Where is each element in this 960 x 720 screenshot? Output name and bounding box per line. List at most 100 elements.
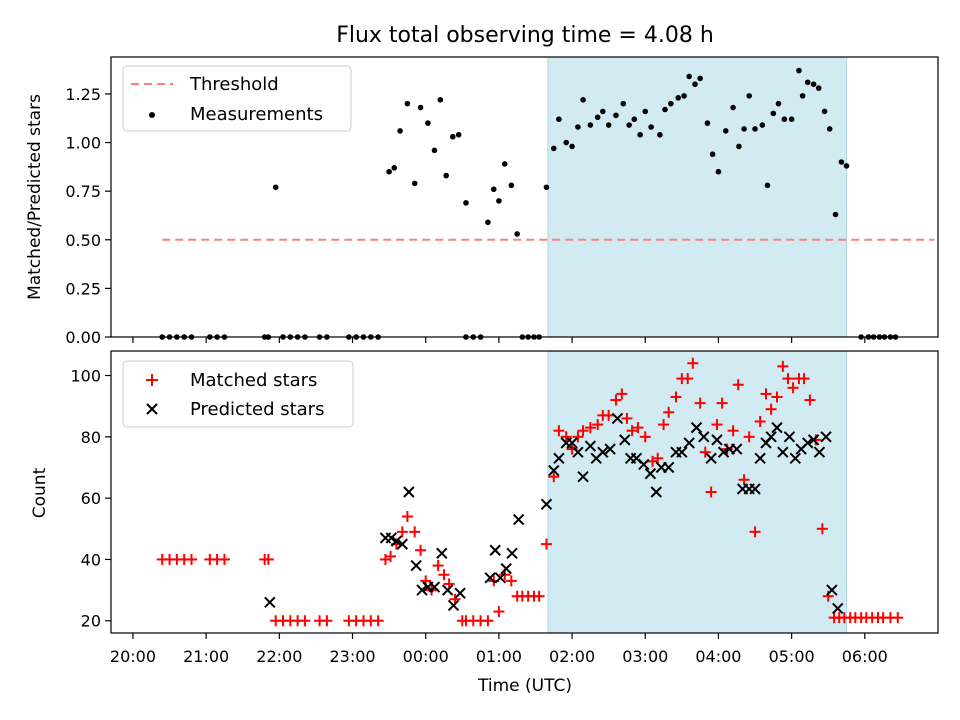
bottom-plot-frame xyxy=(110,350,939,634)
matched-star-marker xyxy=(299,615,311,627)
matched-star-marker xyxy=(738,474,750,486)
measurement-point xyxy=(759,122,766,128)
measurement-point xyxy=(704,120,711,126)
y-tick-label: 80 xyxy=(81,428,101,447)
matched-star-marker xyxy=(540,538,552,550)
matched-star-marker xyxy=(743,431,755,443)
predicted-star-marker xyxy=(597,446,609,458)
measurement-point xyxy=(556,116,562,123)
predicted-star-marker xyxy=(572,446,584,458)
predicted-star-marker xyxy=(676,446,688,458)
measurement-point xyxy=(605,122,612,128)
predicted-star-marker xyxy=(489,544,501,556)
matched-star-marker xyxy=(432,560,444,572)
x-tick-label: 01:00 xyxy=(476,647,522,666)
matched-star-marker xyxy=(663,406,675,418)
predicted-star-marker xyxy=(813,446,826,458)
matched-star-marker xyxy=(577,425,589,437)
x-axis-label: Time (UTC) xyxy=(477,676,572,696)
predicted-star-marker xyxy=(566,437,578,449)
measurement-point xyxy=(449,133,456,140)
y-tick-label: 60 xyxy=(81,489,101,508)
matched-star-marker xyxy=(218,553,230,565)
legend-measurements-label: Measurements xyxy=(190,104,323,125)
matched-star-marker xyxy=(694,397,706,409)
measurement-point xyxy=(781,116,788,123)
predicted-star-marker xyxy=(644,467,657,480)
top-y-axis-label: Matched/Predicted stars xyxy=(25,94,45,300)
predicted-star-marker xyxy=(765,431,777,443)
matched-star-marker xyxy=(401,511,413,523)
predicted-star-marker xyxy=(683,437,695,449)
predicted-star-marker xyxy=(662,461,675,474)
matched-star-marker xyxy=(777,360,789,372)
matched-star-marker xyxy=(782,373,794,385)
measurement-point xyxy=(715,168,722,175)
legend-predicted-swatch xyxy=(146,403,158,415)
measurement-point xyxy=(501,161,508,167)
predicted-star-marker xyxy=(484,572,496,584)
predicted-star-marker xyxy=(436,547,448,560)
measurement-point xyxy=(764,182,771,189)
predicted-star-marker xyxy=(638,458,650,471)
legend-matched-swatch xyxy=(146,374,158,386)
matched-star-marker xyxy=(727,425,739,437)
y-tick-label: 0.25 xyxy=(65,279,101,298)
matched-star-marker xyxy=(626,425,638,437)
measurement-point xyxy=(386,168,392,175)
measurement-point xyxy=(746,93,752,99)
measurement-point xyxy=(799,93,806,99)
matched-star-marker xyxy=(798,373,810,385)
measurement-point xyxy=(692,81,698,88)
predicted-star-marker xyxy=(754,452,766,464)
matched-star-marker xyxy=(749,526,761,538)
matched-star-marker xyxy=(262,553,274,565)
y-tick-label: 0.75 xyxy=(65,182,101,201)
measurement-point xyxy=(569,143,575,150)
predicted-star-marker xyxy=(390,535,403,547)
measurement-point xyxy=(668,100,674,107)
measurement-point xyxy=(550,145,557,152)
matched-star-marker xyxy=(560,431,572,443)
predicted-star-marker xyxy=(771,421,783,434)
matched-star-marker xyxy=(754,416,766,427)
x-tick-label: 20:00 xyxy=(110,647,156,666)
matched-star-marker xyxy=(639,431,651,443)
measurement-point xyxy=(657,131,663,138)
measurement-point xyxy=(587,122,594,128)
measurement-point xyxy=(815,85,822,91)
matched-star-marker xyxy=(482,615,494,627)
bottom-legend: Matched stars Predicted stars xyxy=(122,360,354,428)
y-tick-label: 20 xyxy=(81,612,101,631)
measurement-point xyxy=(543,184,550,191)
bottom-observing-window-shade xyxy=(547,350,848,634)
measurement-point xyxy=(843,163,850,169)
bottom-x-axis: 20:00 21:00 22:00 23:00 00:00 01:00 02:00 03:00… xyxy=(110,633,888,666)
matched-star-marker xyxy=(415,544,427,556)
measurement-point xyxy=(575,124,581,130)
measurement-point xyxy=(697,75,703,82)
matched-star-marker xyxy=(705,486,717,498)
measurement-point xyxy=(662,106,668,113)
measurement-point xyxy=(681,93,687,99)
matched-star-marker xyxy=(804,394,816,406)
measurement-point xyxy=(804,79,811,86)
x-tick-label: 21:00 xyxy=(183,647,229,666)
matched-star-marker xyxy=(505,575,517,587)
predicted-star-marker xyxy=(777,446,789,458)
matched-star-marker xyxy=(621,412,633,424)
predicted-star-marker xyxy=(584,440,597,452)
measurement-point xyxy=(642,108,649,115)
measurement-point xyxy=(417,104,424,111)
measurement-point xyxy=(411,180,418,187)
legend-threshold-label: Threshold xyxy=(189,74,279,95)
bottom-y-axis-label: Count xyxy=(30,467,50,518)
predicted-star-marker xyxy=(428,581,441,593)
predicted-star-marker xyxy=(494,572,507,584)
measurement-point xyxy=(770,110,777,117)
matched-star-marker xyxy=(592,419,604,431)
measurement-point xyxy=(631,116,638,123)
measurement-point xyxy=(648,124,654,130)
measurement-point xyxy=(709,151,716,158)
